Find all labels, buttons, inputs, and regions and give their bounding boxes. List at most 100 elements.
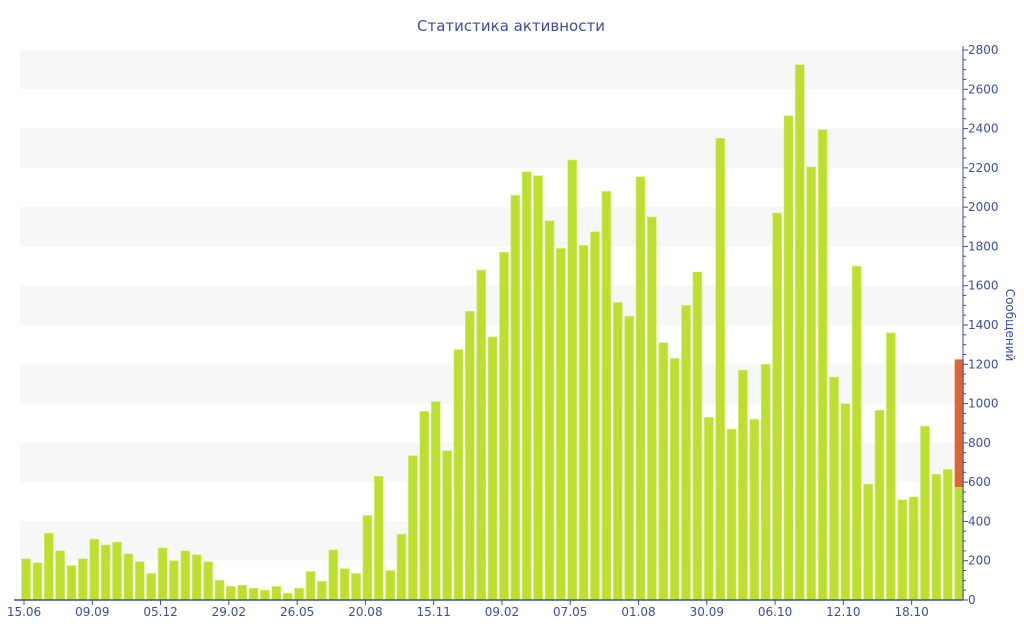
bar: [510, 195, 521, 601]
bar: [123, 553, 134, 601]
bar: [21, 558, 31, 601]
bar: [32, 562, 43, 601]
bar: [897, 499, 908, 601]
bar: [430, 401, 441, 601]
bar: [373, 475, 384, 601]
x-tick-label: 30.09: [690, 605, 724, 619]
y-tick-label: 2600: [968, 82, 999, 96]
bar: [760, 363, 771, 601]
bar: [476, 269, 487, 601]
x-tick-label: 07.05: [553, 605, 587, 619]
bar: [282, 592, 293, 601]
bar: [55, 550, 65, 601]
bar: [647, 216, 657, 601]
bar: [78, 558, 88, 601]
bar: [339, 568, 350, 601]
bar: [89, 538, 100, 601]
grid-bands: [20, 50, 963, 561]
bar: [100, 544, 111, 601]
bar: [260, 589, 270, 601]
bar: [396, 533, 407, 601]
y-tick-label: 2800: [968, 43, 999, 57]
bar: [726, 428, 737, 601]
bar: [499, 252, 509, 601]
bar: [783, 115, 794, 601]
bar: [453, 349, 464, 601]
y-tick-label: 200: [968, 554, 991, 568]
bar: [533, 175, 543, 601]
chart-title: Статистика активности: [417, 17, 605, 35]
bar: [135, 561, 145, 601]
bar: [886, 332, 896, 601]
bar: [214, 580, 225, 601]
x-tick-label: 09.02: [485, 605, 519, 619]
bars: [21, 64, 965, 601]
bar: [874, 410, 885, 601]
bar: [692, 271, 703, 601]
bar: [840, 403, 851, 601]
bar: [567, 159, 578, 601]
bar: [817, 129, 828, 601]
bar: [556, 248, 566, 601]
bar: [578, 245, 589, 601]
y-tick-label: 1000: [968, 397, 999, 411]
bar: [738, 369, 748, 601]
bar: [590, 231, 600, 601]
bar: [464, 310, 475, 601]
y-axis: 0 200 400 600 800 1000 1200 1400 1600 1800 2000 220…: [962, 43, 999, 607]
grid-band: [20, 128, 963, 168]
bar: [954, 486, 965, 601]
x-tick-label: 12.10: [826, 605, 860, 619]
bar: [920, 425, 930, 601]
bar: [419, 411, 430, 601]
grid-band: [20, 285, 963, 325]
bar: [931, 473, 942, 601]
y-tick-label: 2400: [968, 122, 999, 136]
bar: [351, 573, 361, 601]
x-tick-label: 09.09: [75, 605, 109, 619]
y-tick-label: 600: [968, 475, 991, 489]
bar: [157, 547, 168, 601]
bar: [863, 483, 873, 601]
bar: [248, 587, 259, 601]
bar: [385, 570, 396, 601]
bar: [226, 585, 236, 601]
bar: [703, 416, 714, 601]
x-tick-label: 05.12: [143, 605, 177, 619]
x-tick-label: 06.10: [758, 605, 792, 619]
bar: [749, 418, 760, 601]
bar: [487, 336, 498, 601]
bar: [681, 305, 691, 601]
x-axis: 15.06 09.09 05.12 29.02 26.05 20.08 15.11 09.02…: [7, 599, 963, 619]
bar: [908, 496, 919, 601]
bar: [635, 176, 646, 601]
bar: [715, 138, 726, 601]
y-tick-label: 800: [968, 436, 991, 450]
x-tick-label: 01.08: [621, 605, 655, 619]
bar: [942, 469, 953, 601]
bar: [294, 587, 304, 601]
bar: [806, 166, 817, 601]
grid-band: [20, 207, 963, 247]
bar: [317, 580, 327, 601]
y-tick-label: 1600: [968, 279, 999, 293]
bar: [203, 561, 213, 601]
x-tick-label: 15.11: [417, 605, 451, 619]
bar: [112, 541, 122, 601]
y-tick-label: 2000: [968, 200, 999, 214]
bar: [601, 191, 612, 601]
bar: [237, 584, 247, 601]
y-tick-label: 1800: [968, 239, 999, 253]
bar: [43, 532, 54, 601]
x-tick-label: 15.06: [7, 605, 41, 619]
x-tick-label: 29.02: [212, 605, 246, 619]
bar: [658, 342, 669, 601]
y-tick-label: 400: [968, 514, 991, 528]
bar-current-period: [954, 359, 964, 488]
bar: [442, 450, 452, 601]
bar: [829, 376, 839, 601]
bar: [271, 585, 282, 601]
y-tick-label: 0: [968, 593, 976, 607]
x-tick-label: 20.08: [348, 605, 382, 619]
